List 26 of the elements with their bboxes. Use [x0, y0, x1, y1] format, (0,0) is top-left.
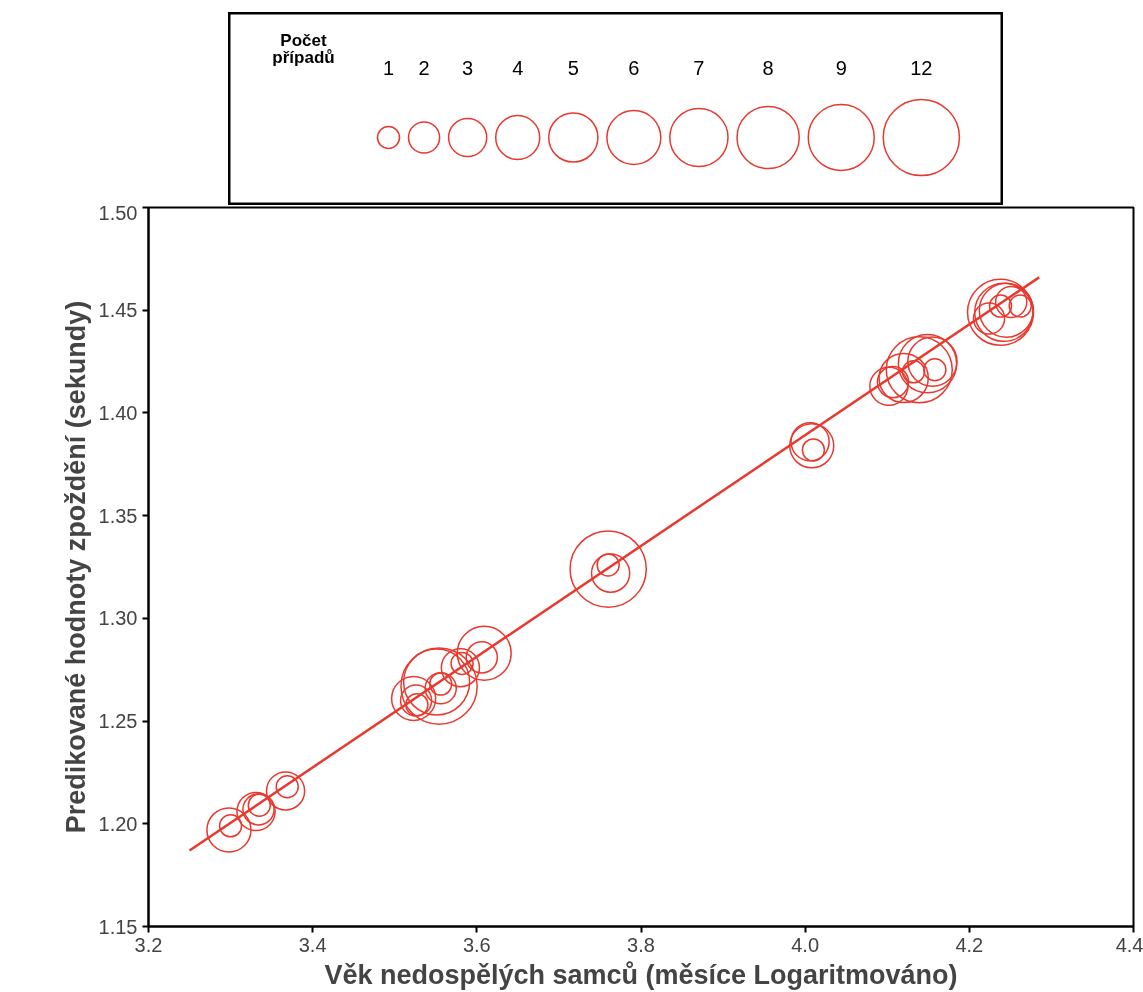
- x-tick-label: 3.8: [627, 933, 655, 956]
- x-axis-title: Věk nedospělých samců (měsíce Logaritmováno): [324, 959, 958, 990]
- x-tick-label: 3.4: [298, 933, 327, 956]
- legend-label: 8: [762, 56, 774, 79]
- legend-title: Počet případů: [272, 31, 335, 67]
- y-tick-label: 1.30: [98, 607, 138, 630]
- y-axis-title: Predikované hodnoty zpoždění (sekundy): [60, 300, 91, 834]
- x-tick-label: 3.6: [462, 933, 491, 956]
- legend-label: 4: [512, 56, 524, 79]
- y-tick-label: 1.40: [98, 401, 138, 424]
- y-tick-label: 1.35: [98, 504, 138, 527]
- legend-label: 12: [910, 56, 933, 79]
- y-tick-label: 1.50: [98, 201, 138, 224]
- x-tick-label: 4.2: [955, 933, 984, 956]
- legend-label: 9: [835, 56, 847, 79]
- y-tick-label: 1.20: [98, 812, 138, 835]
- y-tick-label: 1.45: [98, 299, 138, 322]
- y-tick-label: 1.25: [98, 710, 138, 733]
- x-tick-label: 4.0: [791, 933, 820, 956]
- legend-label: 1: [382, 56, 395, 79]
- legend-label: 5: [567, 56, 579, 79]
- legend-label: 3: [462, 56, 474, 79]
- legend-label: 7: [693, 56, 705, 79]
- legend-label: 2: [418, 56, 430, 79]
- legend-label: 6: [628, 56, 640, 79]
- x-tick-label: 4.4: [1115, 933, 1143, 956]
